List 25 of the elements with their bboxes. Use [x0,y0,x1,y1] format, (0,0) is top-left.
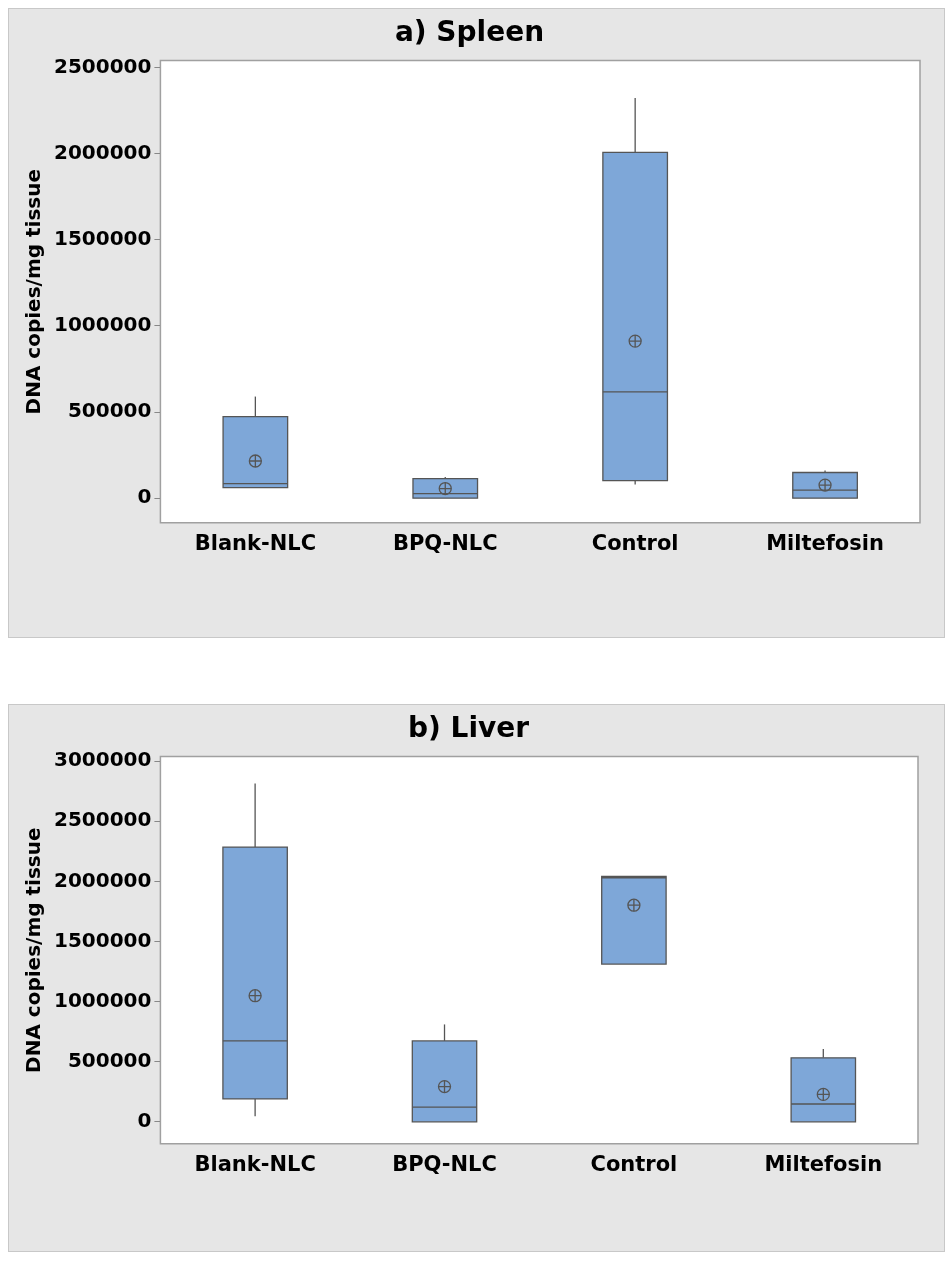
x-tick-label: Control [591,530,679,555]
x-tick-label: Blank-NLC [194,530,317,555]
y-tick-label: 1500000 [53,927,152,952]
x-tick-label: Blank-NLC [194,1151,316,1176]
y-tick-label: 500000 [67,1047,152,1072]
x-tick-label: BPQ-NLC [392,1151,497,1176]
x-tick-label: Control [590,1151,678,1176]
y-axis-title: DNA copies/mg tissue [21,168,46,415]
x-tick-label: Miltefosin [764,1151,883,1176]
y-axis-title: DNA copies/mg tissue [21,827,46,1073]
y-tick-label: 1500000 [53,226,152,251]
chart-title: a) Spleen [394,15,545,49]
x-tick-label: BPQ-NLC [392,530,498,555]
y-tick-label: 0 [137,484,152,509]
x-tick-label: Miltefosin [766,530,884,555]
y-tick-label: 2000000 [53,867,152,892]
y-tick-label: 500000 [67,398,152,423]
y-tick-label: 0 [137,1108,152,1132]
y-tick-label: 2000000 [53,139,152,164]
y-tick-label: 1000000 [53,987,152,1012]
y-tick-label: 1000000 [53,312,152,337]
chart-title: b) Liver [407,711,530,745]
y-tick-label: 3000000 [53,747,152,772]
y-tick-label: 2500000 [53,807,152,832]
y-tick-label: 2500000 [53,53,152,78]
